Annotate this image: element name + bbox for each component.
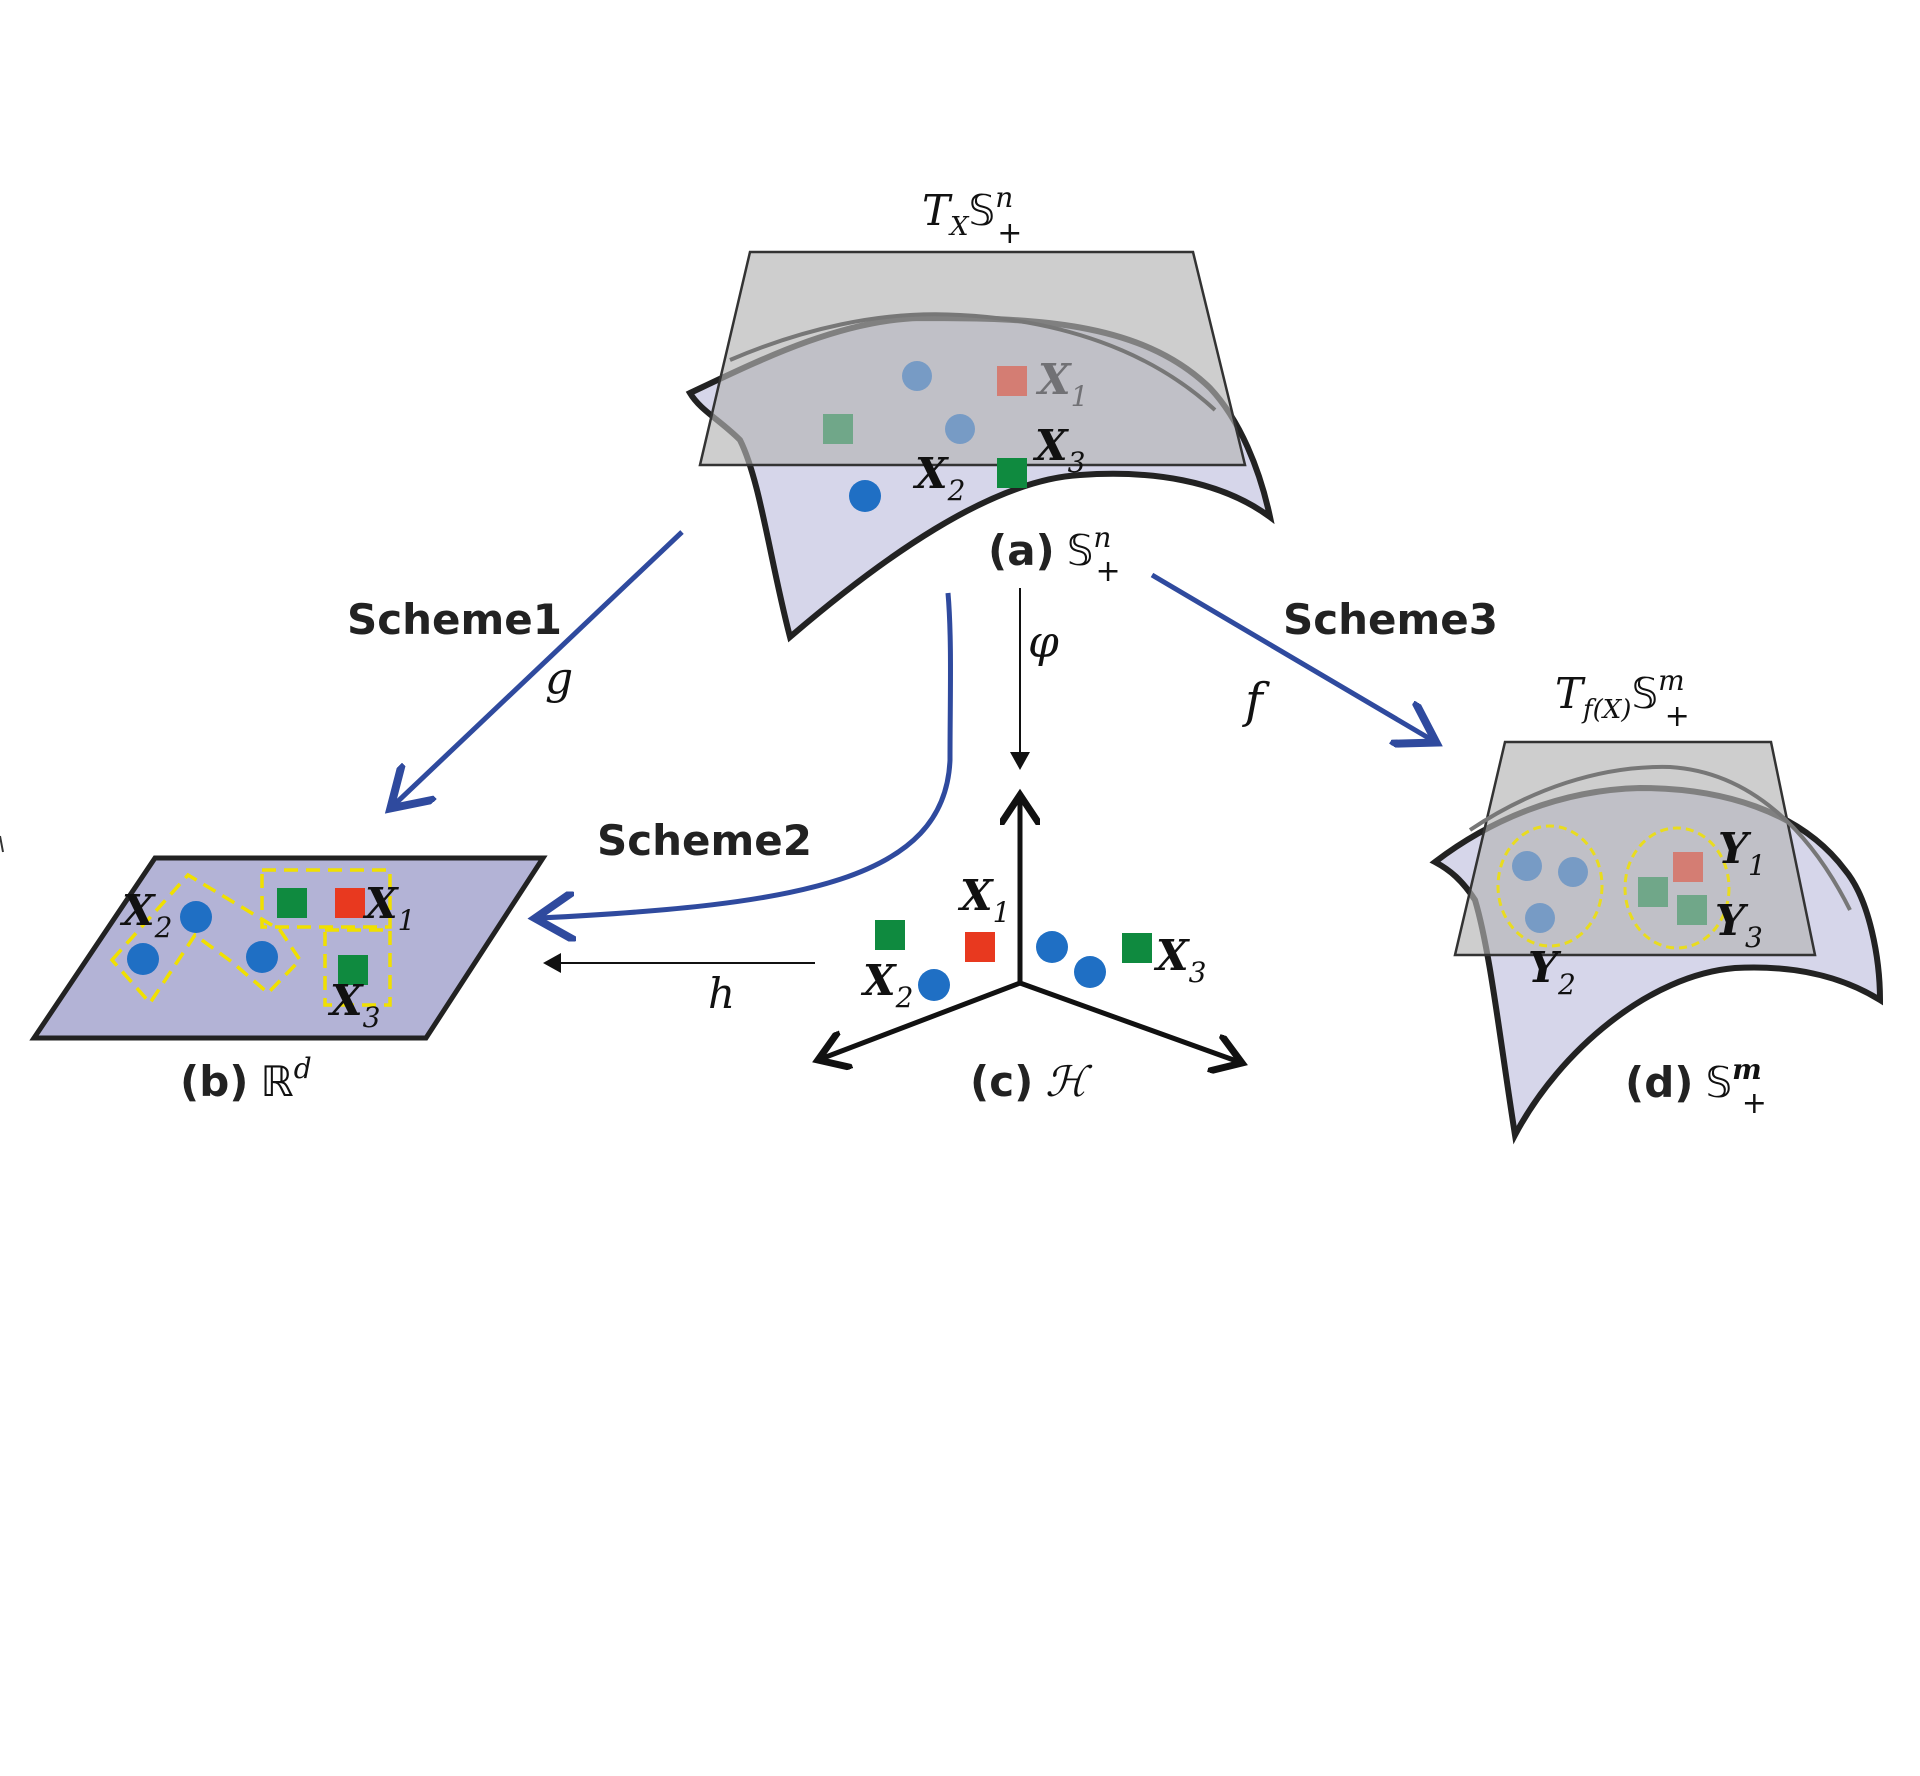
caption-a: (a) 𝕊n + bbox=[988, 521, 1121, 589]
scheme2-arrow bbox=[540, 592, 953, 918]
green-point-a1 bbox=[823, 414, 853, 444]
green-point-c2 bbox=[1122, 933, 1152, 963]
panel-a: TX𝕊n + X1 X2 X3 (a) 𝕊n + bbox=[685, 181, 1275, 643]
blue-point-b2 bbox=[127, 943, 159, 975]
map-phi-label: φ bbox=[1028, 617, 1059, 668]
cluster-box-b2 bbox=[260, 868, 392, 929]
point-label-d-y1: Y1 bbox=[1718, 824, 1766, 882]
green-point-d2 bbox=[1677, 895, 1707, 925]
manifold-ridge-a bbox=[729, 312, 1217, 412]
blue-point-d3 bbox=[1525, 903, 1555, 933]
axis-left-c bbox=[818, 980, 1021, 1060]
scheme1-label: Scheme1 bbox=[347, 595, 562, 644]
green-point-b2 bbox=[338, 955, 368, 985]
panel-c: X1 X2 X3 (c) ℋ bbox=[818, 795, 1242, 1106]
red-point-b bbox=[335, 888, 365, 918]
blue-point-b3 bbox=[246, 941, 278, 973]
map-f-label: f bbox=[1242, 673, 1270, 729]
green-point-b1 bbox=[277, 888, 307, 918]
scheme3-label: Scheme3 bbox=[1283, 595, 1498, 644]
green-point-d1 bbox=[1638, 877, 1668, 907]
scheme1-arrow bbox=[394, 530, 684, 805]
point-label-b-x1: X1 bbox=[362, 879, 415, 937]
map-h-label: h bbox=[708, 969, 735, 1018]
red-point-a bbox=[997, 366, 1027, 396]
point-label-c-x1: X1 bbox=[957, 871, 1010, 929]
point-label-c-x3: X3 bbox=[1153, 931, 1206, 989]
tangent-label-d: Tf(X)𝕊m + bbox=[1555, 664, 1690, 734]
blue-point-d1 bbox=[1512, 851, 1542, 881]
point-label-a-x2: X2 bbox=[912, 449, 965, 507]
caption-d: (d) 𝕊m + bbox=[1625, 1053, 1767, 1121]
blue-point-c2 bbox=[1036, 931, 1068, 963]
point-label-b-x3: X3 bbox=[327, 976, 380, 1034]
euclidean-plane-b bbox=[29, 855, 548, 1041]
tangent-plane-a bbox=[698, 250, 1247, 467]
caption-b: (b) ℝd bbox=[180, 1052, 312, 1106]
point-label-d-y3: Y3 bbox=[1715, 896, 1763, 954]
blue-point-c3 bbox=[1074, 956, 1106, 988]
point-label-b-x2: X2 bbox=[119, 886, 172, 944]
blue-point-a2 bbox=[945, 414, 975, 444]
panel-b: X1 X2 X3 (b) ℝd bbox=[29, 855, 548, 1106]
red-point-c bbox=[965, 932, 995, 962]
cluster-box-b3 bbox=[323, 928, 392, 1007]
map-g-label: g bbox=[545, 653, 573, 704]
axis-right-c bbox=[1019, 980, 1242, 1063]
blue-point-a3 bbox=[849, 480, 881, 512]
cluster-ring-d1 bbox=[1496, 824, 1604, 948]
point-label-a-x1: X1 bbox=[1035, 355, 1088, 413]
tangent-plane-d bbox=[1453, 740, 1817, 957]
cluster-ring-d2 bbox=[1623, 826, 1731, 950]
scheme3-arrow bbox=[1150, 572, 1432, 740]
cluster-box-b1 bbox=[109, 872, 303, 1006]
green-point-c1 bbox=[875, 920, 905, 950]
mapping-arrows bbox=[394, 530, 1432, 973]
tangent-label-a: TX𝕊n + bbox=[922, 181, 1022, 251]
scheme2-label: Scheme2 bbox=[597, 816, 812, 865]
manifold-ridge-d bbox=[1468, 764, 1852, 911]
edge-mark bbox=[0, 835, 4, 853]
blue-point-d2 bbox=[1558, 857, 1588, 887]
blue-point-c1 bbox=[918, 969, 950, 1001]
point-label-d-y2: Y2 bbox=[1528, 943, 1576, 1001]
blue-point-b1 bbox=[180, 901, 212, 933]
panel-d: Tf(X)𝕊m + Y1 Y2 Y3 (d) 𝕊m + bbox=[1429, 664, 1884, 1145]
blue-point-a1 bbox=[902, 361, 932, 391]
point-label-a-x3: X3 bbox=[1032, 421, 1085, 479]
green-point-a2 bbox=[997, 458, 1027, 488]
point-label-c-x2: X2 bbox=[860, 956, 913, 1014]
red-point-d bbox=[1673, 852, 1703, 882]
caption-c: (c) ℋ bbox=[970, 1057, 1093, 1106]
